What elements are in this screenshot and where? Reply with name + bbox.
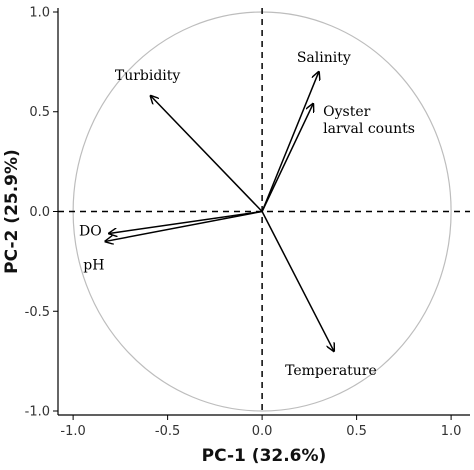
label-line: Oyster bbox=[323, 104, 370, 120]
x-tick-label: 0.0 bbox=[252, 424, 273, 439]
label-salinity: Salinity bbox=[297, 50, 351, 66]
label-line: Salinity bbox=[297, 50, 351, 66]
plot-area: Salinity Oyster larval counts Turbidity DO pH… bbox=[58, 8, 470, 415]
label-line: Turbidity bbox=[115, 68, 181, 84]
label-temperature: Temperature bbox=[285, 363, 377, 379]
label-line: DO bbox=[79, 223, 102, 239]
y-axis-ticks: -1.0 -0.5 0.0 0.5 1.0 bbox=[25, 5, 58, 420]
y-tick-label: -1.0 bbox=[25, 405, 50, 420]
y-tick-label: 1.0 bbox=[29, 5, 50, 20]
x-axis-ticks: -1.0 -0.5 0.0 0.5 1.0 bbox=[60, 415, 461, 439]
label-do: DO bbox=[79, 223, 102, 239]
label-line: larval counts bbox=[323, 121, 415, 137]
x-axis-title: PC-1 (32.6%) bbox=[202, 446, 327, 466]
x-tick-label: 1.0 bbox=[441, 424, 462, 439]
vector-oyster-larval-counts bbox=[261, 104, 313, 212]
vector-turbidity bbox=[151, 96, 263, 213]
y-tick-label: 0.0 bbox=[29, 205, 50, 220]
label-ph: pH bbox=[83, 257, 104, 273]
x-tick-label: -0.5 bbox=[155, 424, 180, 439]
x-tick-label: 0.5 bbox=[346, 424, 367, 439]
label-line: pH bbox=[83, 257, 104, 273]
vector-ph bbox=[105, 210, 263, 242]
vector-salinity bbox=[261, 72, 319, 212]
y-tick-label: 0.5 bbox=[29, 105, 50, 120]
label-turbidity: Turbidity bbox=[115, 68, 181, 84]
x-tick-label: -1.0 bbox=[60, 424, 85, 439]
y-axis-title: PC-2 (25.9%) bbox=[2, 149, 22, 274]
vector-do bbox=[109, 210, 263, 234]
vector-temperature bbox=[261, 211, 334, 352]
label-line: Temperature bbox=[285, 363, 377, 379]
y-tick-label: -0.5 bbox=[25, 305, 50, 320]
label-oyster-larval-counts: Oyster larval counts bbox=[323, 104, 415, 137]
